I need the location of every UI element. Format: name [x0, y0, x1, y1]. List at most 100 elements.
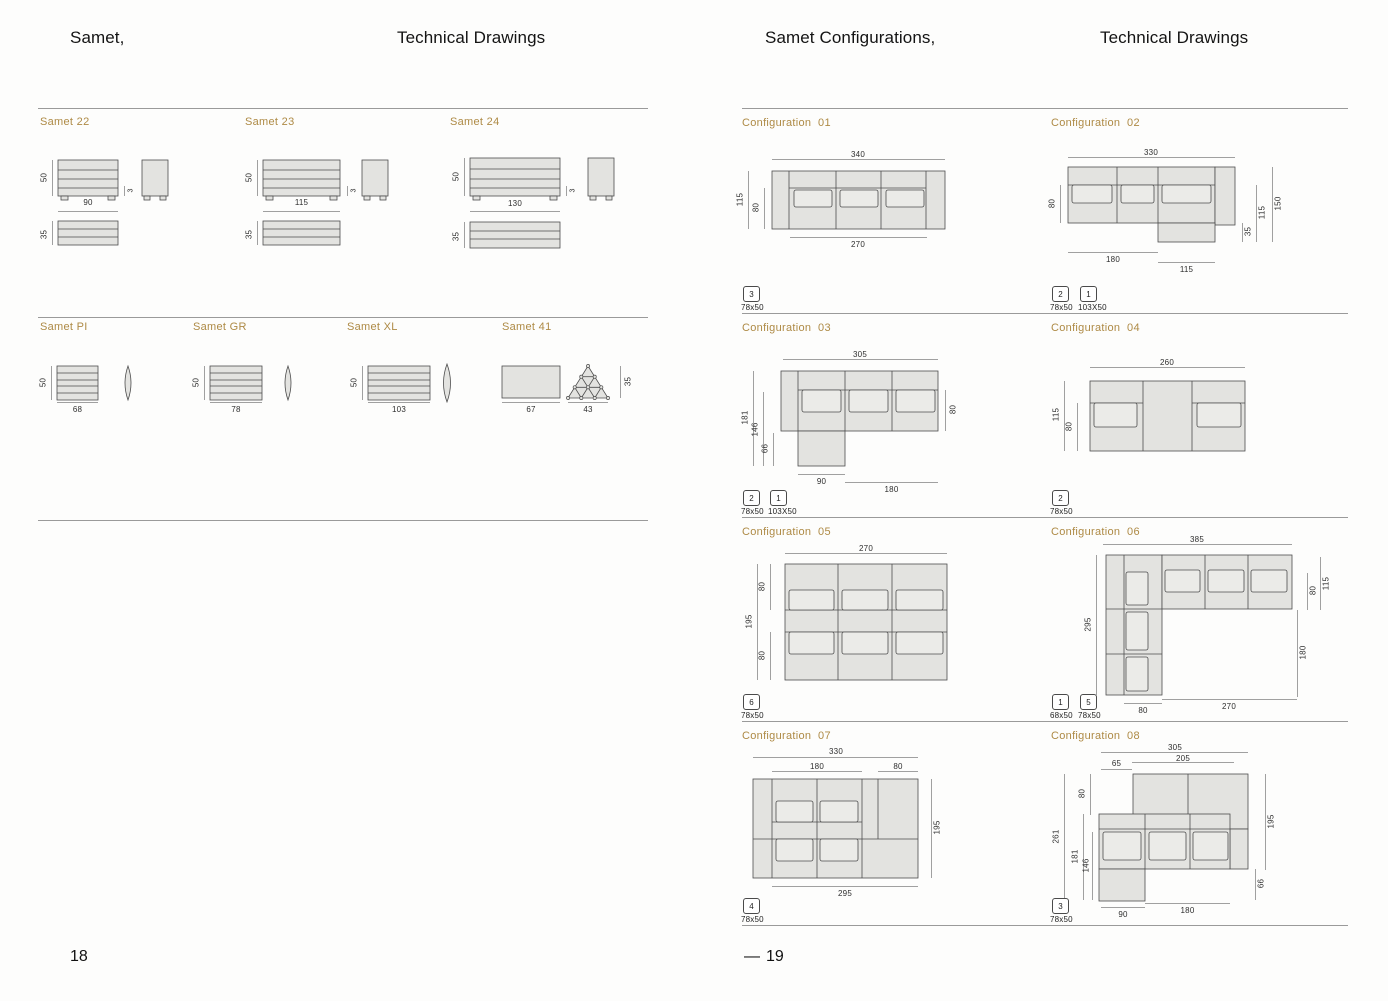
dimension-line — [1101, 752, 1248, 753]
sofa-plan-drawing — [771, 170, 946, 230]
dim-right-3: 180 — [1298, 645, 1308, 660]
sofa-plan-drawing — [1067, 166, 1236, 243]
side-view-drawing — [361, 159, 389, 201]
plan-view-drawing — [262, 220, 341, 246]
legend-count-box: 2 — [1052, 490, 1069, 506]
dim-top-2: 205 — [1176, 754, 1190, 763]
plan-view-drawing — [57, 220, 119, 246]
dim-left-outer: 115 — [735, 192, 745, 207]
legend-count-box: 1 — [1052, 694, 1069, 710]
dimension-line — [1103, 544, 1292, 545]
dimension-line — [1064, 774, 1065, 900]
legend-size-label: 78x50 — [1078, 711, 1101, 720]
legend-size-label: 78x50 — [1050, 507, 1073, 516]
dim-left-outer: 115 — [1051, 407, 1061, 422]
dim-height: 50 — [191, 377, 201, 388]
legend-count-box: 6 — [743, 694, 760, 710]
dimension-line — [51, 366, 52, 400]
dim-left-1: 80 — [1077, 788, 1087, 799]
page-number: 18 — [70, 948, 88, 965]
dimension-line — [785, 553, 947, 554]
legend-count-box: 5 — [1080, 694, 1097, 710]
legend-count-box: 3 — [743, 286, 760, 302]
dimension-line — [1090, 367, 1245, 368]
dim-leg: 3 — [569, 188, 577, 193]
dimension-line — [1242, 223, 1243, 242]
dim-right-1: 80 — [1308, 585, 1318, 596]
dim-top: 330 — [1144, 148, 1158, 157]
dimension-line — [124, 186, 125, 196]
dim-right: 80 — [948, 404, 958, 415]
plan-view-drawing — [501, 365, 561, 399]
sofa-plan-drawing — [784, 563, 948, 681]
dim-bottom-1: 80 — [1138, 706, 1148, 715]
dimension-line — [753, 757, 918, 758]
dim-bottom-2: 180 — [1180, 906, 1195, 915]
dim-left: 80 — [1047, 198, 1057, 209]
dim-width: 67 — [526, 405, 536, 414]
dimension-line — [798, 474, 845, 475]
legend-size-label: 78x50 — [741, 303, 764, 312]
dim-bottom-1: 90 — [1118, 910, 1128, 919]
dim-left-3: 66 — [760, 443, 770, 454]
front-view-drawing — [262, 159, 341, 201]
side-profile-drawing — [284, 364, 292, 402]
dimension-line — [1162, 699, 1297, 700]
page-title: Samet, — [70, 28, 125, 47]
dim-height: 50 — [244, 172, 254, 183]
dimension-line — [566, 186, 567, 196]
side-profile-drawing — [443, 362, 451, 404]
dimension-line — [1132, 762, 1234, 763]
legend-count-box: 1 — [770, 490, 787, 506]
dim-width: 78 — [231, 405, 241, 414]
dimension-line — [773, 433, 774, 466]
section-rule — [38, 317, 648, 318]
dimension-line — [1297, 610, 1298, 697]
dim-depth: 35 — [451, 231, 461, 242]
dim-left-2: 261 — [1051, 829, 1061, 844]
dim-leg: 3 — [350, 188, 358, 193]
config-title: Configuration 01 — [742, 117, 831, 129]
dimension-line — [931, 779, 932, 878]
dimension-line — [1092, 832, 1093, 900]
dim-bottom-left: 180 — [1106, 255, 1120, 264]
dimension-line — [1068, 252, 1158, 253]
dimension-line — [748, 171, 749, 229]
legend-size-label: 78x50 — [1050, 303, 1073, 312]
dim-width: 115 — [294, 198, 309, 207]
dim-bottom-chaise: 115 — [1179, 265, 1194, 274]
dim-height: 50 — [451, 171, 461, 182]
dimension-line — [470, 211, 560, 212]
sofa-plan-drawing — [752, 778, 919, 879]
dimension-line — [1101, 907, 1145, 908]
dim-width: 130 — [508, 199, 522, 208]
dimension-line — [1064, 381, 1065, 451]
dim-right-2: 115 — [1321, 576, 1331, 591]
dimension-line — [1255, 869, 1256, 900]
dimension-line — [52, 221, 53, 245]
dimension-line — [1083, 814, 1084, 900]
legend-size-label: 68x50 — [1050, 711, 1073, 720]
config-title: Configuration 02 — [1051, 117, 1140, 129]
dim-right-1: 35 — [1243, 226, 1253, 237]
dim-left-top: 80 — [757, 581, 767, 592]
dimension-line — [257, 160, 258, 196]
dim-right-3: 150 — [1273, 196, 1283, 211]
sofa-plan-drawing — [1105, 554, 1293, 696]
dimension-line — [368, 402, 430, 403]
dimension-line — [347, 186, 348, 196]
section-title: Technical Drawings — [397, 28, 546, 47]
dim-width: 68 — [72, 405, 83, 414]
dimension-line — [1307, 573, 1308, 610]
dim-top-3: 80 — [893, 762, 903, 771]
dimension-line — [878, 771, 918, 772]
product-title: Samet 23 — [245, 116, 295, 128]
dimension-line — [753, 371, 754, 466]
config-title: Configuration 04 — [1051, 322, 1140, 334]
dimension-line — [1101, 769, 1132, 770]
dim-depth: 35 — [39, 229, 49, 240]
dimension-line — [1090, 774, 1091, 815]
dim-left-inner: 80 — [751, 202, 761, 213]
product-title: Samet 24 — [450, 116, 500, 128]
